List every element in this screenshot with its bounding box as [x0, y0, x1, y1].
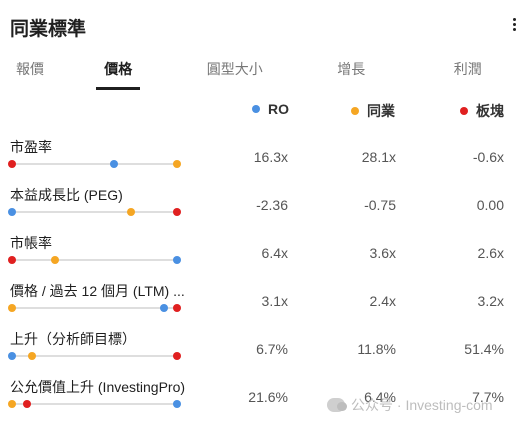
metric-label: 公允價值上升 (InvestingPro) [10, 379, 186, 395]
legend-item-peers: 同業 [351, 101, 395, 121]
range-track [8, 352, 181, 360]
value-peers: 11.8% [357, 341, 396, 357]
tab-quotes[interactable]: 報價 [16, 61, 44, 77]
more-options-icon[interactable] [512, 18, 516, 32]
marker-ro [173, 256, 181, 264]
legend-dot-ro [252, 105, 260, 113]
value-sector: 51.4% [464, 341, 504, 357]
marker-peers [50, 256, 59, 264]
marker-ro [8, 208, 16, 216]
metric-row: 價格 / 過去 12 個月 (LTM) ... 3.1x 2.4x 3.2x [0, 281, 526, 327]
tab-growth[interactable]: 增長 [337, 61, 366, 77]
legend-item-ro: RO [252, 101, 289, 117]
watermark: 公众号 · Investing-com [327, 395, 493, 415]
value-peers: 6.4% [364, 389, 396, 405]
range-track [8, 304, 181, 312]
value-sector: 7.7% [472, 389, 504, 405]
legend-dot-sector [460, 107, 468, 115]
metric-row: 本益成長比 (PEG) -2.36 -0.75 0.00 [0, 185, 526, 231]
value-ro: -2.36 [256, 197, 288, 213]
metric-row: 公允價值上升 (InvestingPro) 21.6% 6.4% 7.7% [0, 377, 526, 423]
metric-label: 上升（分析師目標） [10, 331, 136, 347]
tab-price[interactable]: 價格 [60, 50, 177, 90]
page-title: 同業標準 [10, 19, 87, 40]
range-track [8, 160, 181, 168]
watermark-text: 公众号 · Investing-com [351, 397, 493, 413]
range-track [8, 256, 181, 264]
value-peers: 2.4x [369, 293, 396, 309]
metric-row: 市盈率 16.3x 28.1x -0.6x [0, 137, 526, 183]
header: 同業標準 [0, 0, 526, 48]
marker-ro [159, 304, 168, 312]
tab-size[interactable]: 圓型大小 [206, 61, 263, 77]
value-ro: 21.6% [248, 389, 288, 405]
legend-item-sector: 板塊 [460, 101, 504, 121]
tab-bar: 報價 價格 圓型大小 增長 利潤 [0, 50, 526, 90]
value-sector: 2.6x [477, 245, 504, 261]
marker-ro [110, 160, 119, 168]
marker-sector [8, 160, 16, 168]
value-sector: 3.2x [477, 293, 504, 309]
metric-label: 市盈率 [10, 139, 52, 155]
value-sector: -0.6x [472, 149, 504, 165]
legend-label-sector: 板塊 [476, 103, 504, 119]
marker-peers [8, 304, 16, 312]
value-peers: 28.1x [361, 149, 396, 165]
wechat-icon [327, 398, 347, 412]
value-ro: 3.1x [261, 293, 288, 309]
legend: RO 同業 板塊 [0, 101, 526, 121]
marker-sector [8, 256, 16, 264]
legend-dot-peers [351, 107, 359, 115]
value-peers: 3.6x [369, 245, 396, 261]
marker-ro [8, 352, 16, 360]
marker-sector [173, 352, 181, 360]
marker-peers [126, 208, 135, 216]
range-track [8, 400, 181, 408]
value-ro: 6.7% [256, 341, 288, 357]
metric-row: 市帳率 6.4x 3.6x 2.6x [0, 233, 526, 279]
marker-sector [173, 304, 181, 312]
metric-row: 上升（分析師目標） 6.7% 11.8% 51.4% [0, 329, 526, 375]
value-ro: 6.4x [261, 245, 288, 261]
metric-label: 市帳率 [10, 235, 52, 251]
marker-ro [173, 400, 181, 408]
legend-label-ro: RO [268, 101, 289, 117]
tab-profit[interactable]: 利潤 [453, 61, 482, 77]
marker-peers [8, 400, 16, 408]
marker-sector [173, 208, 181, 216]
marker-sector [22, 400, 31, 408]
value-ro: 16.3x [253, 149, 288, 165]
value-peers: -0.75 [364, 197, 396, 213]
value-sector: 0.00 [476, 197, 504, 213]
marker-peers [27, 352, 36, 360]
range-track [8, 208, 181, 216]
metric-label: 價格 / 過去 12 個月 (LTM) ... [10, 283, 185, 299]
legend-label-peers: 同業 [367, 103, 395, 119]
metric-label: 本益成長比 (PEG) [10, 187, 123, 203]
marker-peers [173, 160, 181, 168]
